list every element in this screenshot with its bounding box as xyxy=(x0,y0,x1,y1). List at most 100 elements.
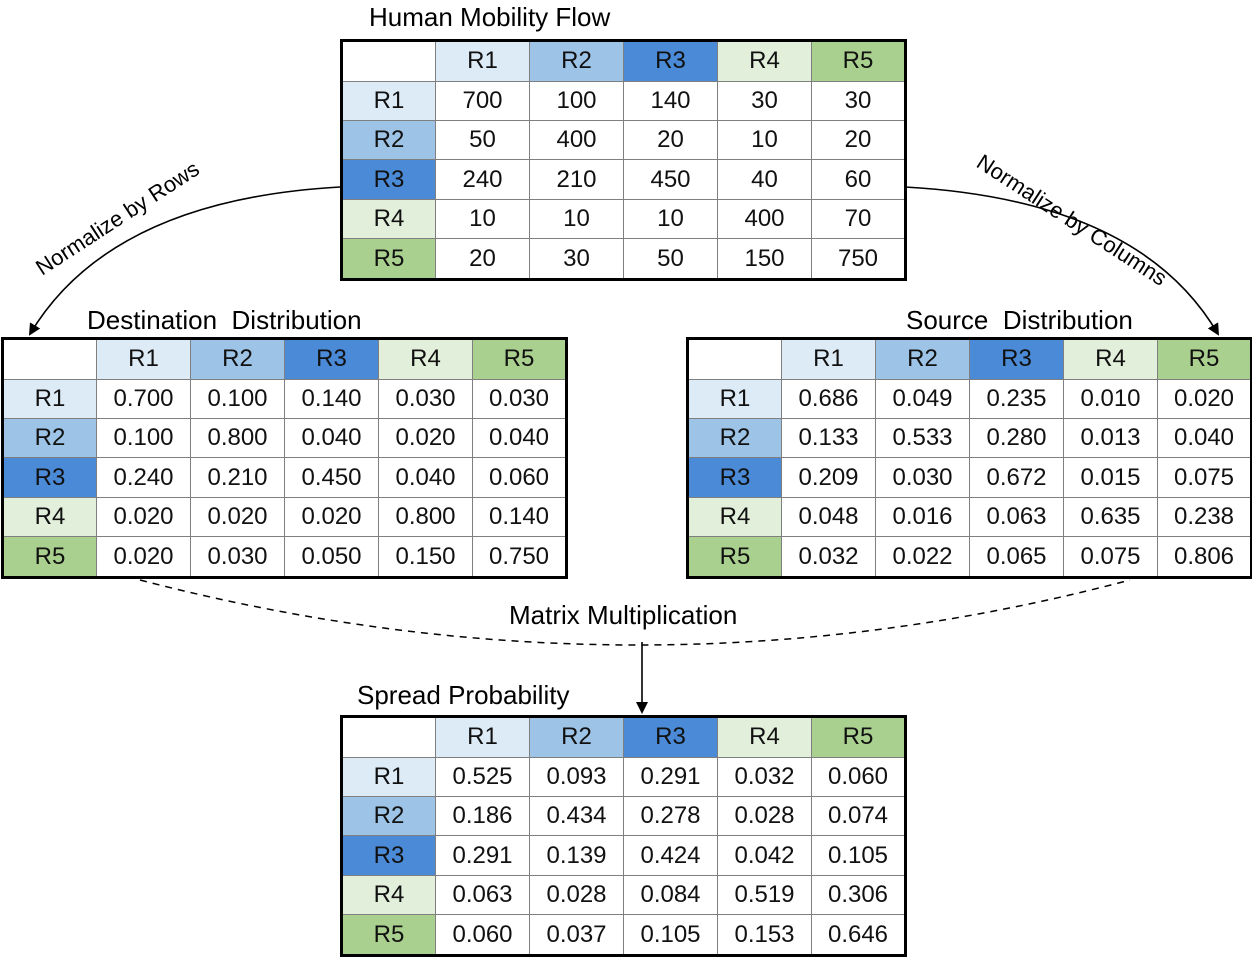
matrix-cell: 0.030 xyxy=(472,378,567,420)
matrix-cell: 0.186 xyxy=(435,796,530,837)
table-row: R3 0.291 0.139 0.424 0.042 0.105 xyxy=(341,835,906,876)
matrix-cell: 0.063 xyxy=(435,874,530,916)
matrix-cell: 0.686 xyxy=(781,378,876,420)
matrix-cell: 30 xyxy=(811,80,906,122)
column-header: R4 xyxy=(378,338,473,380)
corner-cell xyxy=(341,40,436,82)
column-header: R5 xyxy=(472,338,567,380)
matrix-cell: 0.750 xyxy=(472,536,567,578)
matrix-cell: 60 xyxy=(811,159,906,200)
row-header: R3 xyxy=(341,159,436,200)
matrix-cell: 30 xyxy=(529,238,624,280)
column-header: R2 xyxy=(529,716,624,758)
matrix-cell: 0.040 xyxy=(284,418,379,459)
matrix-cell: 0.060 xyxy=(435,914,530,956)
table-row: R3 240 210 450 40 60 xyxy=(341,159,906,200)
column-header: R3 xyxy=(969,338,1064,380)
matrix-cell: 0.048 xyxy=(781,496,876,538)
row-header: R5 xyxy=(341,238,436,280)
matrix-cell: 0.105 xyxy=(623,914,718,956)
matrix-cell: 0.049 xyxy=(875,378,970,420)
row-header: R2 xyxy=(687,418,782,459)
matrix-cell: 0.074 xyxy=(811,796,906,837)
matrix-cell: 140 xyxy=(623,80,718,122)
matrix-cell: 400 xyxy=(717,198,812,240)
header-row: R1 R2 R3 R4 R5 xyxy=(341,40,906,82)
matrix-cell: 0.672 xyxy=(969,457,1064,498)
table-row: R3 0.209 0.030 0.672 0.015 0.075 xyxy=(687,457,1252,498)
matrix-cell: 0.800 xyxy=(378,496,473,538)
row-header: R5 xyxy=(341,914,436,956)
header-row: R1 R2 R3 R4 R5 xyxy=(2,338,567,380)
matrix-cell: 0.238 xyxy=(1157,496,1252,538)
matrix-cell: 0.020 xyxy=(96,536,191,578)
row-header: R5 xyxy=(2,536,97,578)
row-header: R1 xyxy=(687,378,782,420)
normalize-rows-arc xyxy=(28,186,341,336)
matrix-cell: 0.100 xyxy=(96,418,191,459)
matrix-cell: 0.065 xyxy=(969,536,1064,578)
table-row: R3 0.240 0.210 0.450 0.040 0.060 xyxy=(2,457,567,498)
row-header: R1 xyxy=(341,756,436,798)
matrix-cell: 0.100 xyxy=(190,378,285,420)
source-distribution-table: R1 R2 R3 R4 R5 R1 0.686 0.049 0.235 0.010 0.020 R2 0… xyxy=(686,337,1252,579)
matrix-cell: 700 xyxy=(435,80,530,122)
column-header: R5 xyxy=(811,716,906,758)
column-header: R3 xyxy=(623,40,718,82)
matrix-cell: 0.153 xyxy=(717,914,812,956)
table-row: R4 0.020 0.020 0.020 0.800 0.140 xyxy=(2,496,567,538)
matrix-cell: 0.424 xyxy=(623,835,718,876)
matrix-cell: 30 xyxy=(717,80,812,122)
matrix-cell: 0.063 xyxy=(969,496,1064,538)
table-row: R1 700 100 140 30 30 xyxy=(341,80,906,122)
matrix-cell: 0.030 xyxy=(875,457,970,498)
matrix-cell: 0.150 xyxy=(378,536,473,578)
matrix-cell: 0.020 xyxy=(284,496,379,538)
row-header: R2 xyxy=(341,796,436,837)
matrix-cell: 20 xyxy=(623,120,718,161)
matrix-cell: 0.032 xyxy=(717,756,812,798)
matrix-cell: 0.235 xyxy=(969,378,1064,420)
row-header: R4 xyxy=(341,874,436,916)
table-row: R2 50 400 20 10 20 xyxy=(341,120,906,161)
matrix-cell: 0.209 xyxy=(781,457,876,498)
column-header: R4 xyxy=(717,40,812,82)
human-mobility-flow-table: R1 R2 R3 R4 R5 R1 700 100 140 30 30 R2 50 400 20 10 20 R3… xyxy=(340,39,907,281)
row-header: R3 xyxy=(341,835,436,876)
matrix-cell: 10 xyxy=(623,198,718,240)
matrix-cell: 0.022 xyxy=(875,536,970,578)
matrix-cell: 0.291 xyxy=(623,756,718,798)
matrix-cell: 0.042 xyxy=(717,835,812,876)
matrix-cell: 0.635 xyxy=(1063,496,1158,538)
table-row: R2 0.100 0.800 0.040 0.020 0.040 xyxy=(2,418,567,459)
matrix-cell: 0.450 xyxy=(284,457,379,498)
column-header: R4 xyxy=(717,716,812,758)
row-header: R2 xyxy=(341,120,436,161)
matrix-cell: 0.015 xyxy=(1063,457,1158,498)
table-row: R2 0.186 0.434 0.278 0.028 0.074 xyxy=(341,796,906,837)
column-header: R5 xyxy=(811,40,906,82)
column-header: R1 xyxy=(435,716,530,758)
corner-cell xyxy=(341,716,436,758)
matrix-cell: 50 xyxy=(435,120,530,161)
matrix-cell: 0.032 xyxy=(781,536,876,578)
matrix-cell: 0.075 xyxy=(1157,457,1252,498)
matrix-cell: 400 xyxy=(529,120,624,161)
row-header: R4 xyxy=(2,496,97,538)
matrix-cell: 0.020 xyxy=(190,496,285,538)
matrix-cell: 210 xyxy=(529,159,624,200)
source-title: Source Distribution xyxy=(906,305,1133,335)
matrix-cell: 0.093 xyxy=(529,756,624,798)
matrix-cell: 10 xyxy=(435,198,530,240)
column-header: R5 xyxy=(1157,338,1252,380)
matrix-cell: 150 xyxy=(717,238,812,280)
matrix-cell: 0.306 xyxy=(811,874,906,916)
matrix-cell: 450 xyxy=(623,159,718,200)
matrix-cell: 0.140 xyxy=(284,378,379,420)
matrix-cell: 0.533 xyxy=(875,418,970,459)
matrix-cell: 0.028 xyxy=(529,874,624,916)
matrix-cell: 20 xyxy=(811,120,906,161)
matrix-cell: 0.037 xyxy=(529,914,624,956)
matrix-cell: 0.020 xyxy=(378,418,473,459)
